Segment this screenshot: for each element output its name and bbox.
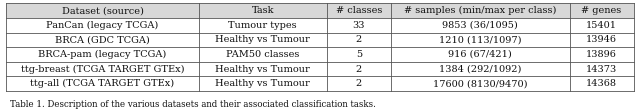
Text: BRCA-pam (legacy TCGA): BRCA-pam (legacy TCGA) bbox=[38, 50, 166, 59]
Bar bbox=[327, 18, 391, 33]
Text: 5: 5 bbox=[356, 50, 362, 59]
Text: Table 1. Description of the various datasets and their associated classification: Table 1. Description of the various data… bbox=[10, 100, 376, 109]
Text: Healthy vs Tumour: Healthy vs Tumour bbox=[215, 35, 310, 44]
Text: 14373: 14373 bbox=[586, 65, 617, 74]
Text: # classes: # classes bbox=[335, 6, 382, 15]
Text: ttg-all (TCGA TARGET GTEx): ttg-all (TCGA TARGET GTEx) bbox=[31, 79, 175, 88]
Text: 33: 33 bbox=[353, 21, 365, 30]
Bar bbox=[391, 3, 570, 18]
Text: PanCan (legacy TCGA): PanCan (legacy TCGA) bbox=[46, 21, 159, 30]
Text: Healthy vs Tumour: Healthy vs Tumour bbox=[215, 65, 310, 74]
Text: Healthy vs Tumour: Healthy vs Tumour bbox=[215, 79, 310, 88]
Bar bbox=[570, 33, 634, 47]
Text: 1210 (113/1097): 1210 (113/1097) bbox=[439, 35, 522, 44]
Bar bbox=[570, 47, 634, 62]
Text: 14368: 14368 bbox=[586, 79, 617, 88]
Bar bbox=[6, 62, 198, 76]
Bar bbox=[198, 62, 327, 76]
Text: 15401: 15401 bbox=[586, 21, 617, 30]
Bar bbox=[6, 33, 198, 47]
Text: 1384 (292/1092): 1384 (292/1092) bbox=[439, 65, 522, 74]
Text: 17600 (8130/9470): 17600 (8130/9470) bbox=[433, 79, 527, 88]
Bar bbox=[570, 62, 634, 76]
Bar bbox=[391, 76, 570, 91]
Bar bbox=[327, 33, 391, 47]
Bar bbox=[198, 76, 327, 91]
Bar bbox=[391, 62, 570, 76]
Text: ttg-breast (TCGA TARGET GTEx): ttg-breast (TCGA TARGET GTEx) bbox=[20, 64, 184, 74]
Bar bbox=[327, 3, 391, 18]
Text: 9853 (36/1095): 9853 (36/1095) bbox=[442, 21, 518, 30]
Text: 2: 2 bbox=[356, 65, 362, 74]
Bar bbox=[570, 76, 634, 91]
Bar bbox=[6, 18, 198, 33]
Bar bbox=[6, 76, 198, 91]
Text: PAM50 classes: PAM50 classes bbox=[226, 50, 300, 59]
Text: 13946: 13946 bbox=[586, 35, 617, 44]
Bar bbox=[391, 47, 570, 62]
Text: # samples (min/max per class): # samples (min/max per class) bbox=[404, 6, 556, 15]
Bar bbox=[198, 18, 327, 33]
Bar bbox=[327, 47, 391, 62]
Bar bbox=[327, 62, 391, 76]
Text: 2: 2 bbox=[356, 35, 362, 44]
Text: BRCA (GDC TCGA): BRCA (GDC TCGA) bbox=[55, 35, 150, 44]
Text: # genes: # genes bbox=[582, 6, 621, 15]
Text: Tumour types: Tumour types bbox=[228, 21, 297, 30]
Text: Task: Task bbox=[252, 6, 274, 15]
Bar bbox=[391, 33, 570, 47]
Text: Dataset (source): Dataset (source) bbox=[61, 6, 143, 15]
Text: 2: 2 bbox=[356, 79, 362, 88]
Bar bbox=[570, 18, 634, 33]
Bar bbox=[198, 47, 327, 62]
Bar bbox=[6, 3, 198, 18]
Bar bbox=[327, 76, 391, 91]
Text: 916 (67/421): 916 (67/421) bbox=[448, 50, 512, 59]
Bar bbox=[391, 18, 570, 33]
Bar bbox=[198, 3, 327, 18]
Bar bbox=[570, 3, 634, 18]
Bar bbox=[6, 47, 198, 62]
Text: 13896: 13896 bbox=[586, 50, 617, 59]
Bar bbox=[198, 33, 327, 47]
